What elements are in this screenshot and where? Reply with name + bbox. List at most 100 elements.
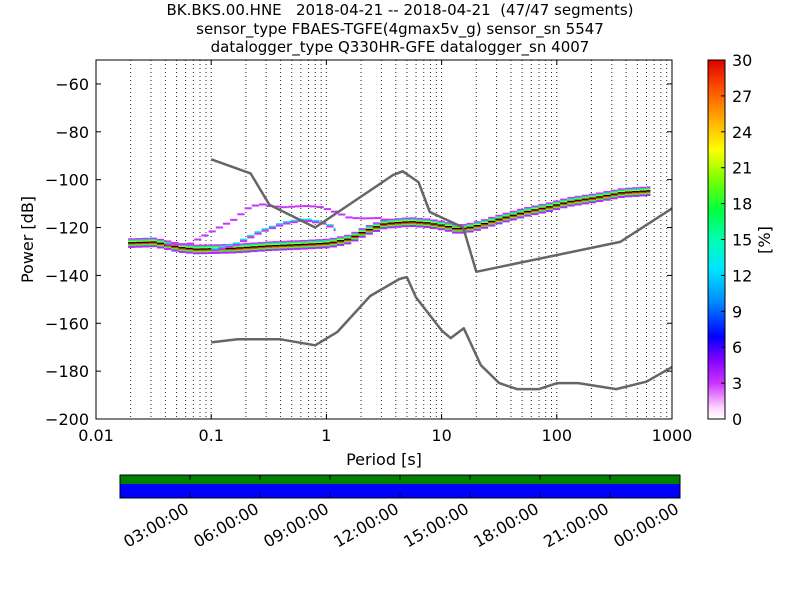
psd-cell bbox=[326, 224, 334, 227]
psd-cell bbox=[574, 197, 582, 200]
psd-cell bbox=[336, 243, 345, 246]
psd-cell bbox=[581, 202, 589, 205]
psd-cell bbox=[495, 219, 503, 222]
psd-cell bbox=[423, 226, 431, 229]
y-tick-label: −200 bbox=[45, 410, 89, 429]
psd-cell bbox=[545, 203, 553, 206]
psd-cell bbox=[545, 202, 553, 205]
psd-cell bbox=[192, 252, 201, 255]
psd-cell bbox=[156, 238, 165, 241]
psd-cell bbox=[290, 219, 298, 222]
psd-cell bbox=[244, 207, 252, 210]
psd-cell bbox=[552, 204, 561, 207]
psd-cell bbox=[228, 248, 237, 251]
psd-cell bbox=[149, 245, 157, 248]
psd-cell bbox=[135, 239, 143, 242]
psd-cell bbox=[380, 227, 388, 230]
psd-cell bbox=[394, 223, 402, 226]
x-tick-label: 0.01 bbox=[78, 426, 114, 445]
psd-cell bbox=[516, 216, 525, 219]
psd-cell bbox=[225, 245, 233, 248]
psd-cell bbox=[567, 198, 575, 201]
psd-cell bbox=[286, 241, 294, 244]
psd-cell bbox=[135, 244, 143, 247]
psd-cell bbox=[488, 218, 496, 221]
psd-cell bbox=[171, 241, 179, 244]
psd-cell bbox=[617, 189, 625, 192]
psd-cell bbox=[610, 195, 618, 198]
psd-cell bbox=[416, 222, 424, 225]
psd-cell bbox=[502, 220, 510, 223]
psd-cell bbox=[192, 250, 201, 253]
psd-cell bbox=[192, 249, 201, 252]
psd-cell bbox=[293, 244, 301, 247]
chart-title: BK.BKS.00.HNE 2018-04-21 -- 2018-04-21 (… bbox=[0, 1, 800, 57]
timeline-tick-label: 15:00:00 bbox=[400, 499, 472, 551]
psd-cell bbox=[286, 240, 294, 243]
psd-cell bbox=[430, 223, 438, 226]
psd-cell bbox=[192, 246, 201, 249]
psd-cell bbox=[423, 222, 431, 225]
psd-cell bbox=[200, 252, 208, 255]
psd-cell bbox=[560, 204, 568, 207]
psd-cell bbox=[488, 216, 496, 219]
psd-cell bbox=[308, 243, 316, 246]
psd-cell bbox=[480, 220, 489, 223]
psd-cell bbox=[495, 220, 503, 223]
psd-cell bbox=[596, 193, 604, 196]
psd-cell bbox=[588, 198, 597, 201]
psd-cell bbox=[430, 224, 438, 227]
psd-cell bbox=[401, 217, 409, 220]
psd-cell bbox=[264, 246, 273, 249]
psd-cell bbox=[480, 222, 489, 225]
x-tick-label: 1000 bbox=[652, 426, 693, 445]
psd-cell bbox=[365, 232, 373, 235]
psd-cell bbox=[588, 199, 597, 202]
psd-cell bbox=[437, 220, 445, 223]
psd-cell bbox=[294, 205, 303, 208]
psd-cell bbox=[358, 229, 366, 232]
psd-cell bbox=[581, 196, 589, 199]
psd-cell bbox=[372, 226, 381, 229]
colorbar-tick-label: 24 bbox=[732, 123, 752, 142]
psd-cell bbox=[149, 237, 157, 240]
psd-cell bbox=[300, 241, 309, 244]
psd-cell bbox=[603, 194, 611, 197]
psd-cell bbox=[617, 193, 625, 196]
psd-cell bbox=[531, 211, 539, 214]
psd-cell bbox=[257, 241, 265, 244]
psd-cell bbox=[552, 206, 561, 209]
psd-cell bbox=[329, 237, 337, 240]
psd-cell bbox=[322, 242, 330, 245]
psd-cell bbox=[545, 208, 553, 211]
psd-cell bbox=[502, 212, 510, 215]
psd-cell bbox=[408, 223, 417, 226]
psd-cell bbox=[312, 219, 320, 222]
psd-cell bbox=[459, 231, 467, 234]
psd-cell bbox=[178, 247, 186, 250]
psd-cell bbox=[538, 203, 546, 206]
psd-cell bbox=[261, 229, 269, 232]
psd-cell bbox=[531, 210, 539, 213]
psd-cell bbox=[257, 243, 265, 246]
x-axis-label: Period [s] bbox=[346, 450, 422, 469]
psd-band-main-median bbox=[128, 186, 651, 255]
psd-cell bbox=[308, 245, 316, 248]
psd-cell bbox=[401, 223, 409, 226]
psd-cell bbox=[372, 228, 381, 231]
psd-cell bbox=[279, 247, 287, 250]
psd-cell bbox=[286, 245, 294, 248]
psd-cell bbox=[236, 248, 244, 251]
psd-cell bbox=[365, 230, 373, 233]
psd-cell bbox=[351, 238, 359, 241]
psd-cell bbox=[276, 224, 284, 227]
timeline-tick-label: 00:00:00 bbox=[610, 499, 682, 551]
psd-cell bbox=[365, 225, 373, 228]
psd-cell bbox=[280, 206, 288, 209]
psd-cell bbox=[200, 249, 208, 252]
psd-cell bbox=[394, 225, 402, 228]
psd-cell bbox=[610, 189, 618, 192]
psd-cell bbox=[516, 210, 525, 213]
psd-cell bbox=[287, 205, 295, 208]
psd-cell bbox=[531, 213, 539, 216]
